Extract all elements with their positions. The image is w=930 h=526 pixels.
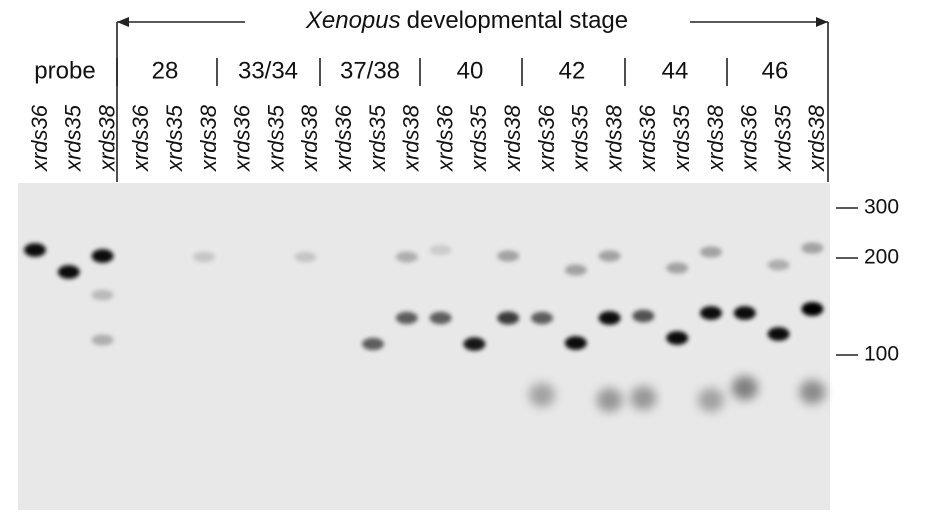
smear [529, 383, 555, 407]
band [429, 244, 452, 256]
smear [596, 388, 623, 412]
smear [799, 380, 826, 404]
band [564, 336, 587, 350]
band [801, 302, 824, 316]
band [666, 262, 689, 274]
group-label: 40 [457, 57, 484, 84]
lane-label: xrds36 [432, 104, 457, 172]
band [193, 251, 215, 263]
lane-label: xrds35 [263, 104, 288, 172]
arrow-head [816, 17, 828, 27]
band [91, 249, 114, 263]
band [598, 250, 621, 262]
band [497, 311, 520, 325]
lane-label: xrds35 [466, 104, 491, 172]
header-title: Xenopus developmental stage [305, 7, 628, 34]
lane-label: xrds35 [365, 104, 390, 172]
smear [731, 376, 758, 400]
group-label: 28 [152, 57, 179, 84]
band [733, 306, 756, 320]
lane-label: xrds38 [601, 104, 626, 172]
lane-label: xrds36 [27, 104, 52, 172]
lane-label: xrds35 [61, 104, 86, 172]
title-rest: developmental stage [407, 7, 628, 34]
lane-label: xrds35 [162, 104, 187, 172]
band [294, 251, 317, 263]
lane-label: xrds38 [297, 104, 322, 172]
band [531, 311, 553, 325]
lane-label: xrds35 [669, 104, 694, 172]
band [429, 311, 452, 325]
lane-label: xrds38 [703, 104, 728, 172]
band [666, 331, 689, 345]
lane-label: xrds38 [196, 104, 221, 172]
band [767, 327, 790, 341]
lane-label: xrds36 [737, 104, 762, 172]
band [598, 311, 621, 325]
band [91, 289, 114, 301]
lane-label: xrds36 [635, 104, 660, 172]
marker-label: 100 [864, 343, 899, 366]
band [564, 264, 587, 276]
band [91, 334, 114, 346]
marker-label: 200 [864, 246, 899, 269]
lane-label: xrds35 [568, 104, 593, 172]
title-italic: Xenopus [305, 7, 401, 34]
lane-label: xrds36 [534, 104, 559, 172]
arrow-head [117, 17, 129, 27]
band [57, 265, 80, 279]
lane-label: xrds36 [331, 104, 356, 172]
lane-label: xrds38 [399, 104, 424, 172]
group-label: 42 [559, 57, 586, 84]
group-label: probe [34, 57, 95, 84]
band [463, 337, 486, 351]
band [497, 250, 520, 262]
lane-label: xrds38 [500, 104, 525, 172]
band [700, 306, 722, 320]
smear [630, 386, 657, 410]
band [395, 311, 418, 325]
group-label: 33/34 [238, 57, 298, 84]
lane-label: xrds35 [770, 104, 795, 172]
band [24, 243, 46, 257]
group-label: 44 [662, 57, 689, 84]
lane-label: xrds38 [94, 104, 119, 172]
band [395, 251, 418, 263]
band [632, 309, 655, 323]
marker-label: 300 [864, 196, 899, 219]
group-label: 37/38 [340, 57, 400, 84]
lane-label: xrds38 [804, 104, 829, 172]
lane-label: xrds36 [230, 104, 255, 172]
band [767, 259, 790, 271]
gel [18, 183, 830, 510]
group-label: 46 [762, 57, 789, 84]
band [362, 337, 384, 351]
band [700, 246, 722, 258]
smear [698, 388, 724, 412]
lane-label: xrds36 [128, 104, 153, 172]
band [801, 242, 824, 254]
